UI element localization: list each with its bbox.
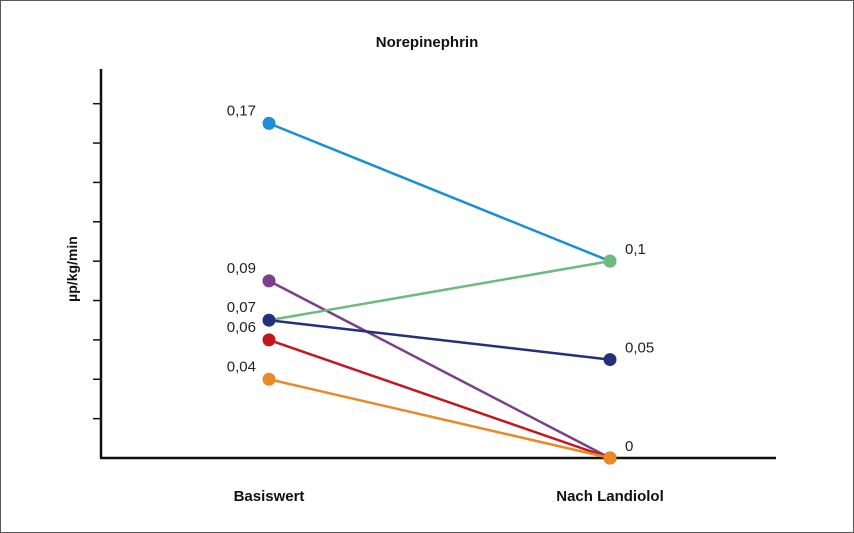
series-line-3 xyxy=(268,318,611,361)
series-line-4 xyxy=(268,338,611,460)
data-point-4-0 xyxy=(262,333,276,347)
category-label-basiswert: Basiswert xyxy=(234,488,305,505)
data-point-2-1 xyxy=(603,254,617,268)
data-label-2-0: 0,07 xyxy=(227,299,256,316)
data-label-0-1: 0,1 xyxy=(625,241,646,258)
series-line-5 xyxy=(268,378,611,460)
data-point-5-1 xyxy=(603,451,617,465)
series-line-1 xyxy=(268,279,611,460)
data-point-1-0 xyxy=(262,274,276,288)
data-label-5-0: 0,04 xyxy=(227,358,256,375)
data-label-0-0: 0,17 xyxy=(227,102,256,119)
data-point-0-0 xyxy=(262,116,276,130)
data-point-5-0 xyxy=(262,372,276,386)
series-line-2 xyxy=(268,259,611,322)
y-axis-label: µp/kg/min xyxy=(64,236,80,302)
data-label-1-0: 0,09 xyxy=(227,260,256,277)
category-label-nach-landiolol: Nach Landiolol xyxy=(556,488,664,505)
data-point-3-0 xyxy=(262,313,276,327)
data-label-4-0: 0,06 xyxy=(227,319,256,336)
data-label-5-1: 0 xyxy=(625,438,633,455)
data-point-3-1 xyxy=(603,353,617,367)
data-label-3-1: 0,05 xyxy=(625,340,654,357)
series-line-0 xyxy=(268,122,611,263)
chart-title: Norepinephrin xyxy=(376,34,479,51)
